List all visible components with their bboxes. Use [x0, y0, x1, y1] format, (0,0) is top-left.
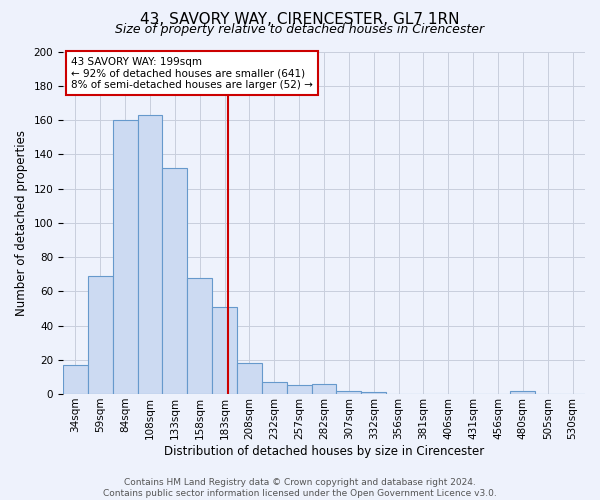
Bar: [511, 390, 535, 394]
Text: Contains HM Land Registry data © Crown copyright and database right 2024.
Contai: Contains HM Land Registry data © Crown c…: [103, 478, 497, 498]
Bar: [237, 363, 262, 394]
Bar: [311, 384, 337, 394]
Bar: [287, 386, 311, 394]
X-axis label: Distribution of detached houses by size in Cirencester: Distribution of detached houses by size …: [164, 444, 484, 458]
Text: 43, SAVORY WAY, CIRENCESTER, GL7 1RN: 43, SAVORY WAY, CIRENCESTER, GL7 1RN: [140, 12, 460, 28]
Bar: [88, 276, 113, 394]
Y-axis label: Number of detached properties: Number of detached properties: [15, 130, 28, 316]
Bar: [212, 306, 237, 394]
Bar: [113, 120, 137, 394]
Bar: [137, 115, 163, 394]
Bar: [337, 390, 361, 394]
Text: Size of property relative to detached houses in Cirencester: Size of property relative to detached ho…: [115, 22, 485, 36]
Bar: [262, 382, 287, 394]
Bar: [187, 278, 212, 394]
Bar: [63, 365, 88, 394]
Text: 43 SAVORY WAY: 199sqm
← 92% of detached houses are smaller (641)
8% of semi-deta: 43 SAVORY WAY: 199sqm ← 92% of detached …: [71, 56, 313, 90]
Bar: [361, 392, 386, 394]
Bar: [163, 168, 187, 394]
